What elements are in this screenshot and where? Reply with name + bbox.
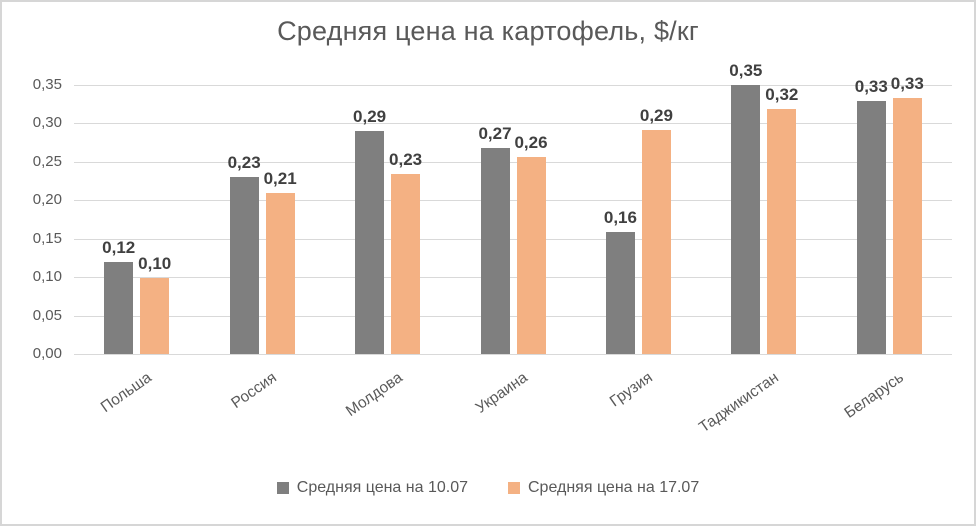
legend-item-series2: Средняя цена на 17.07 (508, 479, 699, 497)
y-axis-tick-label: 0,00 (32, 345, 62, 362)
bar-series1-Молдова (355, 131, 385, 354)
bar-value-label: 0,33 (890, 74, 924, 94)
bar-series1-Украина (480, 148, 510, 354)
bar-value-label: 0,23 (389, 150, 423, 170)
chart-title: Средняя цена на картофель, $/кг (277, 16, 699, 46)
bar-series2-Беларусь (892, 98, 922, 354)
y-axis-tick-label: 0,05 (32, 306, 62, 324)
y-axis-tick-label: 0,35 (32, 76, 62, 93)
gridline (74, 85, 952, 86)
y-axis-tick-label: 0,30 (32, 114, 62, 132)
y-axis-tick-label: 0,15 (32, 229, 62, 247)
y-axis-tick-label: 0,20 (32, 191, 62, 209)
bar-series2-Молдова (391, 174, 421, 354)
gridline (74, 238, 952, 240)
legend-swatch-icon (508, 482, 520, 494)
gridline (74, 315, 952, 317)
bar-series1-Грузия (605, 231, 635, 354)
gridline (74, 200, 952, 202)
gridline (74, 161, 952, 163)
bar-value-label: 0,26 (514, 133, 548, 153)
bar-value-label: 0,35 (729, 61, 763, 80)
bar-value-label: 0,10 (138, 253, 172, 273)
x-axis-line (74, 354, 952, 355)
bar-value-label: 0,21 (263, 168, 297, 188)
bar-value-label: 0,32 (765, 84, 799, 104)
bar-value-label: 0,33 (854, 77, 888, 97)
bar-value-label: 0,29 (639, 106, 673, 126)
legend-label: Средняя цена на 17.07 (528, 479, 700, 496)
legend: Средняя цена на 10.07 Средняя цена на 17.… (2, 479, 974, 497)
bar-value-label: 0,12 (102, 237, 136, 257)
bar-value-label: 0,23 (227, 153, 261, 173)
bar-value-label: 0,16 (603, 207, 637, 227)
y-axis-tick-label: 0,10 (32, 268, 62, 286)
bar-series2-Украина (516, 157, 546, 354)
bar-value-label: 0,27 (478, 124, 512, 144)
legend-label: Средняя цена на 10.07 (296, 479, 468, 496)
bar-series2-Грузия (641, 130, 671, 354)
y-axis-tick-label: 0,25 (32, 152, 62, 170)
bar-series2-Таджикистан (767, 108, 797, 354)
bar-series2-Польша (140, 277, 170, 354)
bar-series1-Таджикистан (731, 85, 761, 354)
bar-series1-Беларусь (856, 101, 886, 354)
legend-swatch-icon (276, 482, 289, 494)
legend-item-series1: Средняя цена на 10.07 (276, 479, 468, 497)
bar-series1-Россия (229, 177, 259, 354)
bar-series2-Россия (265, 192, 295, 354)
bar-series1-Польша (104, 261, 134, 354)
gridline (74, 277, 952, 279)
bar-value-label: 0,29 (353, 107, 387, 127)
gridline (74, 123, 952, 125)
